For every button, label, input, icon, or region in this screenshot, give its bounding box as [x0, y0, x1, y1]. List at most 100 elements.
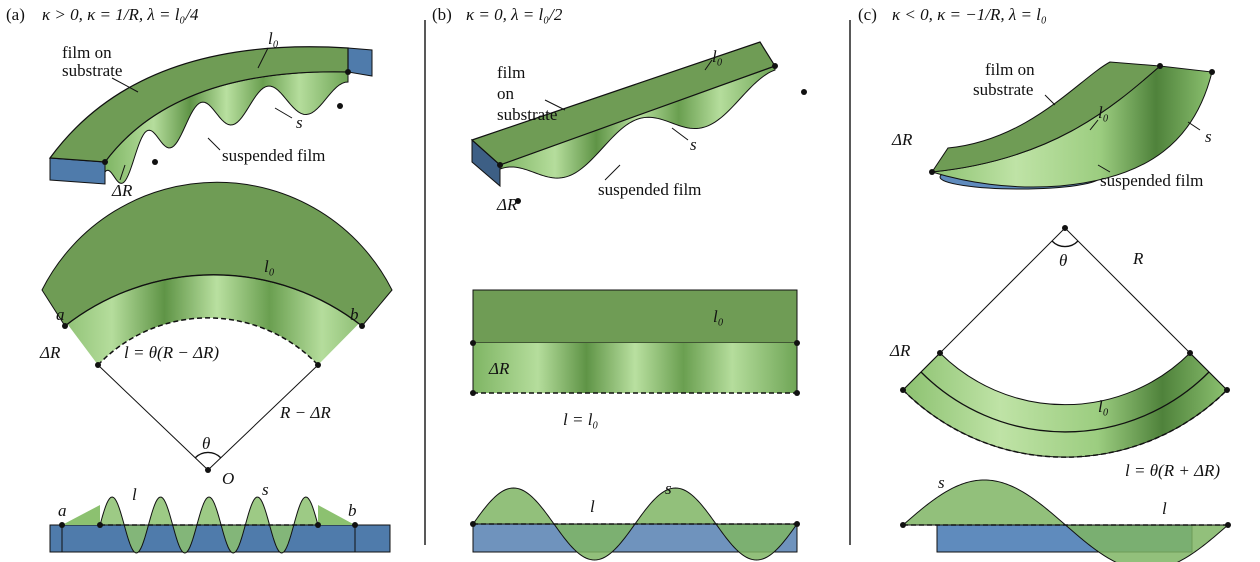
- point: [900, 387, 906, 393]
- angle-arc: [1052, 241, 1078, 247]
- panel-condition: κ = 0, λ = l₀/2: [466, 5, 563, 24]
- panel-a: (a) κ > 0, κ = 1/R, λ = l₀/4 film on sub…: [6, 5, 392, 553]
- label: ΔR: [889, 341, 911, 360]
- leader: [275, 108, 292, 118]
- radius-line: [98, 365, 208, 470]
- label: l: [132, 485, 137, 504]
- point: [1209, 69, 1215, 75]
- panel-label: (a): [6, 5, 25, 24]
- panel-condition: κ < 0, κ = −1/R, λ = l₀: [892, 5, 1047, 24]
- label: ΔR: [488, 359, 510, 378]
- point: [470, 390, 476, 396]
- label: suspended film: [598, 180, 701, 199]
- point: [315, 362, 321, 368]
- label: s: [665, 479, 672, 498]
- point: [937, 350, 943, 356]
- sector: [903, 353, 1227, 457]
- label: s: [690, 135, 697, 154]
- label: l₀: [1098, 397, 1109, 416]
- suspended-film: [473, 343, 797, 393]
- label: s: [1205, 127, 1212, 146]
- label: l = θ(R − ΔR): [124, 343, 219, 362]
- label: a: [58, 501, 67, 520]
- label: ΔR: [39, 343, 61, 362]
- film-edge: [62, 505, 100, 525]
- label: R − ΔR: [279, 403, 331, 422]
- point: [315, 522, 321, 528]
- point: [352, 522, 358, 528]
- figure: (a) κ > 0, κ = 1/R, λ = l₀/4 film on sub…: [0, 0, 1260, 562]
- point: [772, 63, 778, 69]
- label: θ: [202, 434, 210, 453]
- panel-label: (b): [432, 5, 452, 24]
- point: [470, 521, 476, 527]
- point: [337, 103, 343, 109]
- panel-b: (b) κ = 0, λ = l₀/2 film on substrate l₀…: [432, 5, 807, 560]
- label: l = θ(R + ΔR): [1125, 461, 1220, 480]
- label: l₀: [712, 47, 723, 66]
- label: R: [1132, 249, 1144, 268]
- panel-condition: κ > 0, κ = 1/R, λ = l₀/4: [42, 5, 199, 24]
- film-on-substrate: [473, 290, 797, 343]
- point: [102, 159, 108, 165]
- label: ΔR: [496, 195, 518, 214]
- leader: [1188, 122, 1200, 130]
- point: [345, 69, 351, 75]
- label: film: [497, 63, 525, 82]
- label: ΔR: [891, 130, 913, 149]
- point: [497, 162, 503, 168]
- point: [1224, 387, 1230, 393]
- label: suspended film: [222, 146, 325, 165]
- label: b: [350, 305, 359, 324]
- substrate-side: [348, 48, 372, 76]
- label: a: [56, 305, 65, 324]
- leader: [1045, 95, 1055, 105]
- leader: [208, 138, 220, 150]
- label: l: [590, 497, 595, 516]
- substrate: [50, 525, 390, 552]
- label: b: [348, 501, 357, 520]
- radius-line: [903, 228, 1065, 390]
- label: θ: [1059, 251, 1067, 270]
- panel-c: (c) κ < 0, κ = −1/R, λ = l₀ film on subs…: [858, 5, 1231, 562]
- point: [1225, 522, 1231, 528]
- label: s: [296, 113, 303, 132]
- label: suspended film: [1100, 171, 1203, 190]
- label: l₀: [713, 307, 724, 326]
- label: l₀: [1098, 103, 1109, 122]
- angle-arc: [195, 452, 221, 458]
- label: l = l₀: [563, 410, 598, 429]
- label: s: [262, 480, 269, 499]
- label: substrate: [973, 80, 1033, 99]
- point: [1062, 225, 1068, 231]
- label: l: [1162, 499, 1167, 518]
- label: ΔR: [111, 181, 133, 200]
- radius-line: [1065, 228, 1227, 390]
- point: [794, 521, 800, 527]
- point: [801, 89, 807, 95]
- panel-label: (c): [858, 5, 877, 24]
- point: [359, 323, 365, 329]
- label: O: [222, 469, 234, 488]
- label: s: [938, 473, 945, 492]
- point: [152, 159, 158, 165]
- point: [1157, 63, 1163, 69]
- label: substrate: [62, 61, 122, 80]
- point: [929, 169, 935, 175]
- point: [1187, 350, 1193, 356]
- label: film on: [985, 60, 1035, 79]
- point: [794, 390, 800, 396]
- point: [59, 522, 65, 528]
- label: l₀: [268, 29, 279, 48]
- point: [205, 467, 211, 473]
- label: film on: [62, 43, 112, 62]
- label: substrate: [497, 105, 557, 124]
- point: [794, 340, 800, 346]
- label: l₀: [264, 257, 275, 276]
- point: [900, 522, 906, 528]
- label: on: [497, 84, 515, 103]
- point: [470, 340, 476, 346]
- point: [97, 522, 103, 528]
- point: [95, 362, 101, 368]
- leader: [605, 165, 620, 180]
